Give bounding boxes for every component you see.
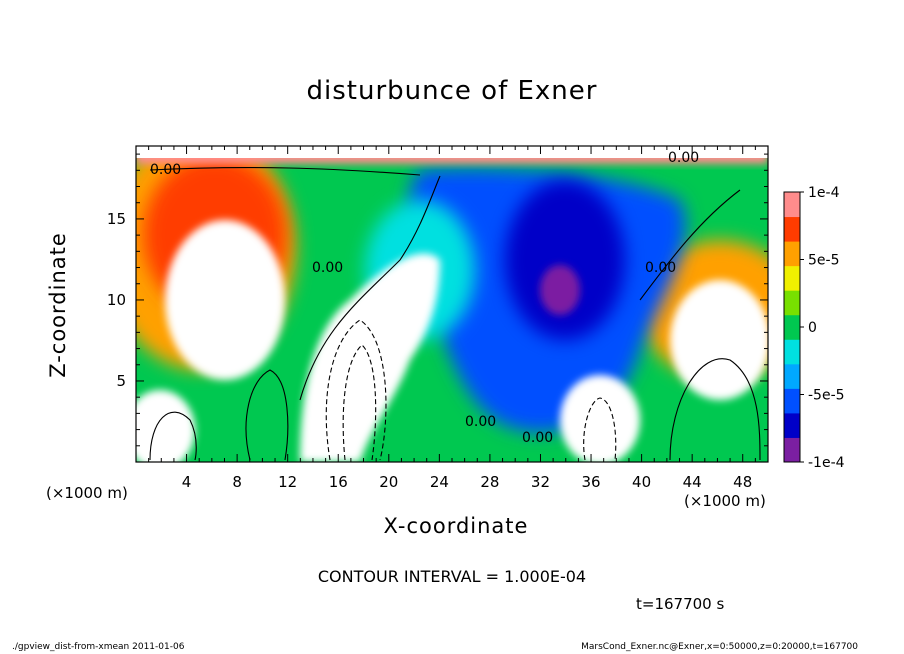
colorbar-tick-label: -5e-5	[808, 388, 845, 404]
colorbar-segment	[784, 388, 800, 414]
x-axis-ticks: 4 8 12 16 20 24 28 32 36 40 44 48	[148, 146, 769, 491]
field-top-strip	[136, 146, 768, 158]
x-tick-label: 12	[278, 473, 297, 491]
colorbar-segment	[784, 216, 800, 242]
blob-right-low	[560, 375, 640, 462]
colorbar-segment	[784, 437, 800, 463]
contour-pos-b	[669, 358, 761, 461]
contour-label: 0.00	[150, 162, 181, 178]
y-tick-label: 10	[107, 291, 126, 309]
contour-zero-mid	[299, 175, 441, 401]
contour-neg-a	[325, 319, 387, 461]
contour-zero-left	[149, 166, 421, 176]
colorbar-tick-label: 1e-4	[808, 185, 840, 201]
x-tick-label: 48	[733, 473, 752, 491]
contour-label: 0.00	[312, 260, 343, 276]
contour-label: 0.00	[645, 260, 676, 276]
y-tick-label: 15	[107, 210, 126, 228]
x-tick-label: 40	[632, 473, 651, 491]
contour-label: 0.00	[668, 150, 699, 166]
x-tick-label: 24	[430, 473, 449, 491]
colorbar-segment	[784, 241, 800, 267]
contour-neg-c	[583, 397, 617, 461]
colorbar-segment	[784, 192, 800, 218]
x-tick-label: 20	[379, 473, 398, 491]
colorbar-segment	[784, 412, 800, 438]
contour-pos-a	[149, 411, 197, 461]
colorbar-segment	[784, 265, 800, 291]
y-axis-unit: (×1000 m)	[46, 484, 128, 502]
contour-interval: CONTOUR INTERVAL = 1.000E-04	[317, 567, 587, 586]
chart-title: disturbunce of Exner	[306, 76, 598, 106]
blob-center-purple	[540, 265, 580, 315]
x-tick-label: 4	[182, 473, 192, 491]
colorbar-tick-label: 0	[808, 320, 817, 336]
colorbar-segment	[784, 339, 800, 365]
contour-zero-right	[639, 189, 741, 301]
time-label: t=167700 s	[636, 595, 725, 613]
x-tick-label: 8	[232, 473, 242, 491]
footer-data-source: MarsCond_Exner.nc@Exner,x=0:50000,z=0:20…	[581, 642, 858, 652]
x-tick-label: 16	[329, 473, 348, 491]
contour-labels: 0.00 0.00 0.00 0.00 0.00 0.00	[150, 150, 699, 446]
blob-mid-high	[300, 253, 440, 462]
colorbar-segment	[784, 290, 800, 316]
contour-label: 0.00	[522, 430, 553, 446]
colorbar: 1e-4 5e-5 0 -5e-5 -1e-4	[783, 185, 845, 471]
colorbar-segment	[784, 314, 800, 340]
contour-neg-b	[342, 344, 377, 461]
colorbar-segment	[784, 363, 800, 389]
heatmap-field	[136, 146, 768, 462]
blob-right-high	[670, 280, 768, 400]
colorbar-tick-label: -1e-4	[808, 455, 845, 471]
x-axis-label: X-coordinate	[383, 514, 529, 538]
y-axis-label: Z-coordinate	[46, 232, 70, 378]
contour-lines	[149, 166, 761, 461]
x-tick-label: 36	[581, 473, 600, 491]
y-tick-label: 5	[116, 372, 126, 390]
contour-pos-c	[245, 369, 289, 461]
x-tick-label: 28	[480, 473, 499, 491]
blob-lower-left-high	[165, 220, 285, 380]
y-axis-ticks: 5 10 15	[107, 153, 768, 447]
blob-center-deep	[505, 180, 625, 340]
x-axis-unit: (×1000 m)	[684, 492, 766, 510]
contour-label: 0.00	[465, 414, 496, 430]
x-tick-label: 32	[531, 473, 550, 491]
x-tick-label: 44	[683, 473, 702, 491]
colorbar-tick-label: 5e-5	[808, 253, 839, 269]
footer-script-name: ./gpview_dist-from-xmean 2011-01-06	[12, 642, 185, 652]
